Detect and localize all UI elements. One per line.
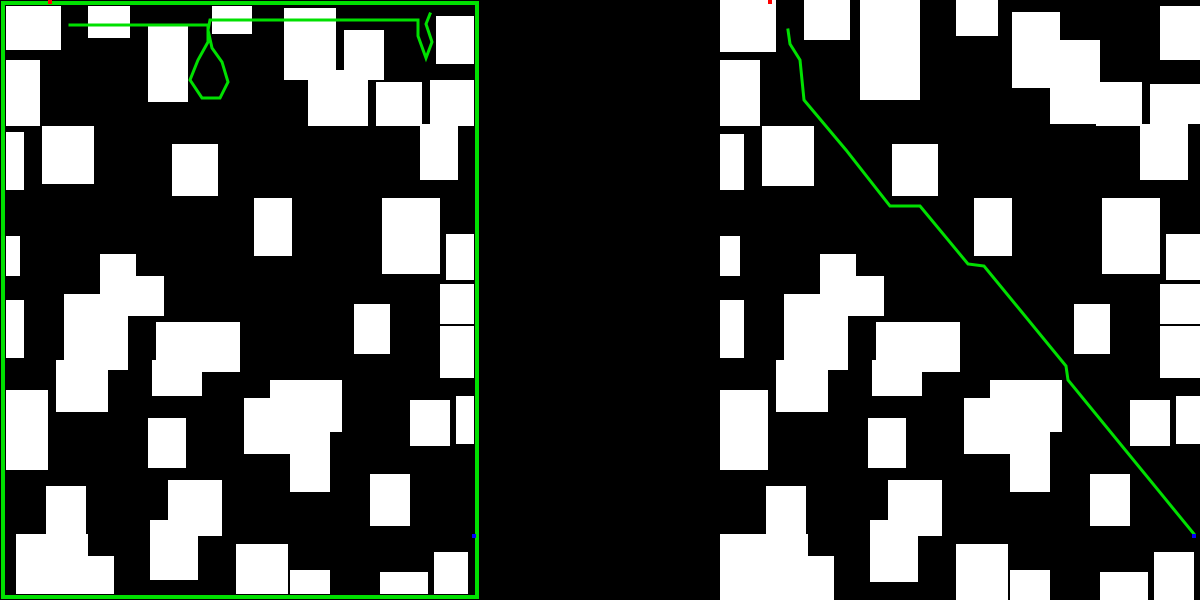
exploratory-path: [68, 12, 434, 100]
obstacle: [290, 420, 330, 492]
obstacle: [376, 82, 422, 126]
obstacle: [956, 0, 998, 36]
obstacle: [956, 544, 1008, 600]
obstacle: [720, 534, 808, 600]
start-marker: [768, 0, 772, 4]
obstacle: [446, 234, 474, 280]
obstacle: [720, 300, 744, 358]
obstacle: [784, 294, 848, 370]
obstacle: [1160, 284, 1200, 324]
obstacle: [344, 30, 384, 80]
obstacle: [148, 418, 186, 468]
obstacle: [720, 60, 760, 126]
obstacle: [868, 418, 906, 468]
obstacle: [410, 400, 450, 446]
obstacle: [382, 198, 440, 274]
obstacle: [1130, 400, 1170, 446]
obstacle: [1010, 570, 1050, 600]
obstacle: [1090, 474, 1130, 526]
obstacle: [172, 144, 218, 196]
obstacle: [1010, 420, 1050, 492]
obstacle: [124, 276, 164, 316]
obstacle: [434, 552, 468, 594]
obstacle: [720, 236, 740, 276]
obstacle: [870, 520, 918, 582]
obstacle: [1150, 84, 1200, 124]
goal-marker: [1192, 534, 1196, 538]
obstacle: [254, 198, 292, 256]
obstacle: [860, 0, 920, 100]
obstacle: [776, 360, 828, 412]
obstacle: [6, 300, 24, 358]
obstacle: [6, 390, 48, 470]
obstacle: [974, 198, 1012, 256]
obstacle: [766, 486, 806, 534]
obstacle-layer: [6, 6, 474, 594]
obstacle: [436, 16, 474, 64]
obstacle: [456, 396, 474, 444]
obstacle: [42, 126, 94, 184]
path-border: [1, 1, 479, 599]
obstacle: [148, 24, 188, 102]
left-grid-map: [1, 0, 479, 599]
right-grid-map: [720, 0, 1200, 600]
obstacle: [1100, 572, 1148, 600]
obstacle: [1160, 6, 1200, 60]
obstacle: [804, 0, 850, 40]
exploratory-path-panel: [0, 0, 480, 600]
obstacle-layer: [720, 0, 1200, 600]
obstacle: [1160, 326, 1200, 378]
obstacle: [290, 570, 330, 594]
obstacle: [1140, 124, 1188, 180]
obstacle: [440, 326, 474, 378]
obstacle: [1154, 552, 1194, 600]
obstacle: [440, 284, 474, 324]
obstacle: [420, 124, 458, 180]
obstacle: [76, 556, 114, 594]
obstacle: [370, 474, 410, 526]
obstacle: [1096, 82, 1142, 126]
obstacle: [720, 0, 776, 52]
obstacle: [720, 134, 744, 190]
obstacle: [796, 556, 834, 600]
obstacle: [236, 544, 288, 594]
obstacle: [6, 236, 20, 276]
obstacle: [720, 390, 768, 470]
obstacle: [152, 360, 202, 396]
start-marker: [48, 0, 52, 4]
obstacle: [64, 294, 128, 370]
obstacle: [1050, 40, 1100, 124]
goal-marker: [472, 534, 476, 538]
obstacle: [354, 304, 390, 354]
obstacle: [1102, 198, 1160, 274]
obstacle: [844, 276, 884, 316]
obstacle: [46, 486, 86, 534]
obstacle: [380, 572, 428, 594]
obstacle: [56, 360, 108, 412]
obstacle: [1166, 234, 1200, 280]
obstacle: [872, 360, 922, 396]
direct-path-panel: [720, 0, 1200, 600]
obstacle: [6, 60, 40, 126]
obstacle: [6, 6, 61, 50]
obstacle: [430, 80, 474, 126]
obstacle: [892, 144, 938, 196]
direct-path: [786, 28, 1197, 537]
obstacle: [1176, 396, 1200, 444]
obstacle: [762, 126, 814, 186]
panel-separator: [480, 0, 720, 600]
obstacle: [1074, 304, 1110, 354]
obstacle: [6, 132, 24, 190]
obstacle: [150, 520, 198, 580]
obstacle: [88, 6, 130, 38]
